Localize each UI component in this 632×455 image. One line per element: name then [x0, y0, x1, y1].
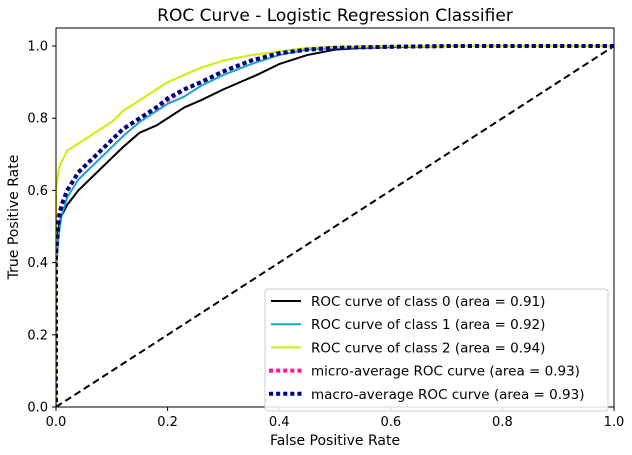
legend-box	[264, 288, 609, 412]
chart-title: ROC Curve - Logistic Regression Classifi…	[157, 6, 513, 26]
y-tick-label: 0.8	[27, 112, 48, 127]
x-tick-label: 0.0	[46, 415, 67, 430]
legend-label: ROC curve of class 1 (area = 0.92)	[311, 317, 545, 333]
legend-label: ROC curve of class 2 (area = 0.94)	[311, 340, 545, 356]
plot-area	[56, 44, 614, 407]
x-axis-title: False Positive Rate	[270, 433, 400, 449]
chance-diagonal-line	[56, 45, 614, 407]
legend-label: micro-average ROC curve (area = 0.93)	[311, 364, 580, 380]
x-tick-label: 1.0	[604, 415, 625, 430]
y-tick-label: 0.6	[27, 184, 48, 199]
y-tick-label: 0.0	[27, 401, 48, 416]
legend: ROC curve of class 0 (area = 0.91) ROC cu…	[264, 288, 609, 412]
legend-label: macro-average ROC curve (area = 0.93)	[311, 387, 584, 403]
x-tick-label: 0.6	[380, 415, 401, 430]
legend-label: ROC curve of class 0 (area = 0.91)	[311, 294, 545, 310]
series-line-macro-average-roc-curve	[56, 44, 614, 407]
axes: 0.0 0.2 0.4 0.6 0.8 1.0 0.0 0.2 0.4 0.6 0.8 1.0	[27, 27, 625, 430]
y-tick-label: 0.4	[27, 256, 48, 271]
y-tick-label: 1.0	[27, 40, 48, 55]
y-axis-title: True Positive Rate	[6, 155, 22, 281]
x-tick-label: 0.2	[157, 415, 178, 430]
x-tick-label: 0.8	[492, 415, 513, 430]
x-tick-label: 0.4	[269, 415, 290, 430]
y-tick-label: 0.2	[27, 328, 48, 343]
